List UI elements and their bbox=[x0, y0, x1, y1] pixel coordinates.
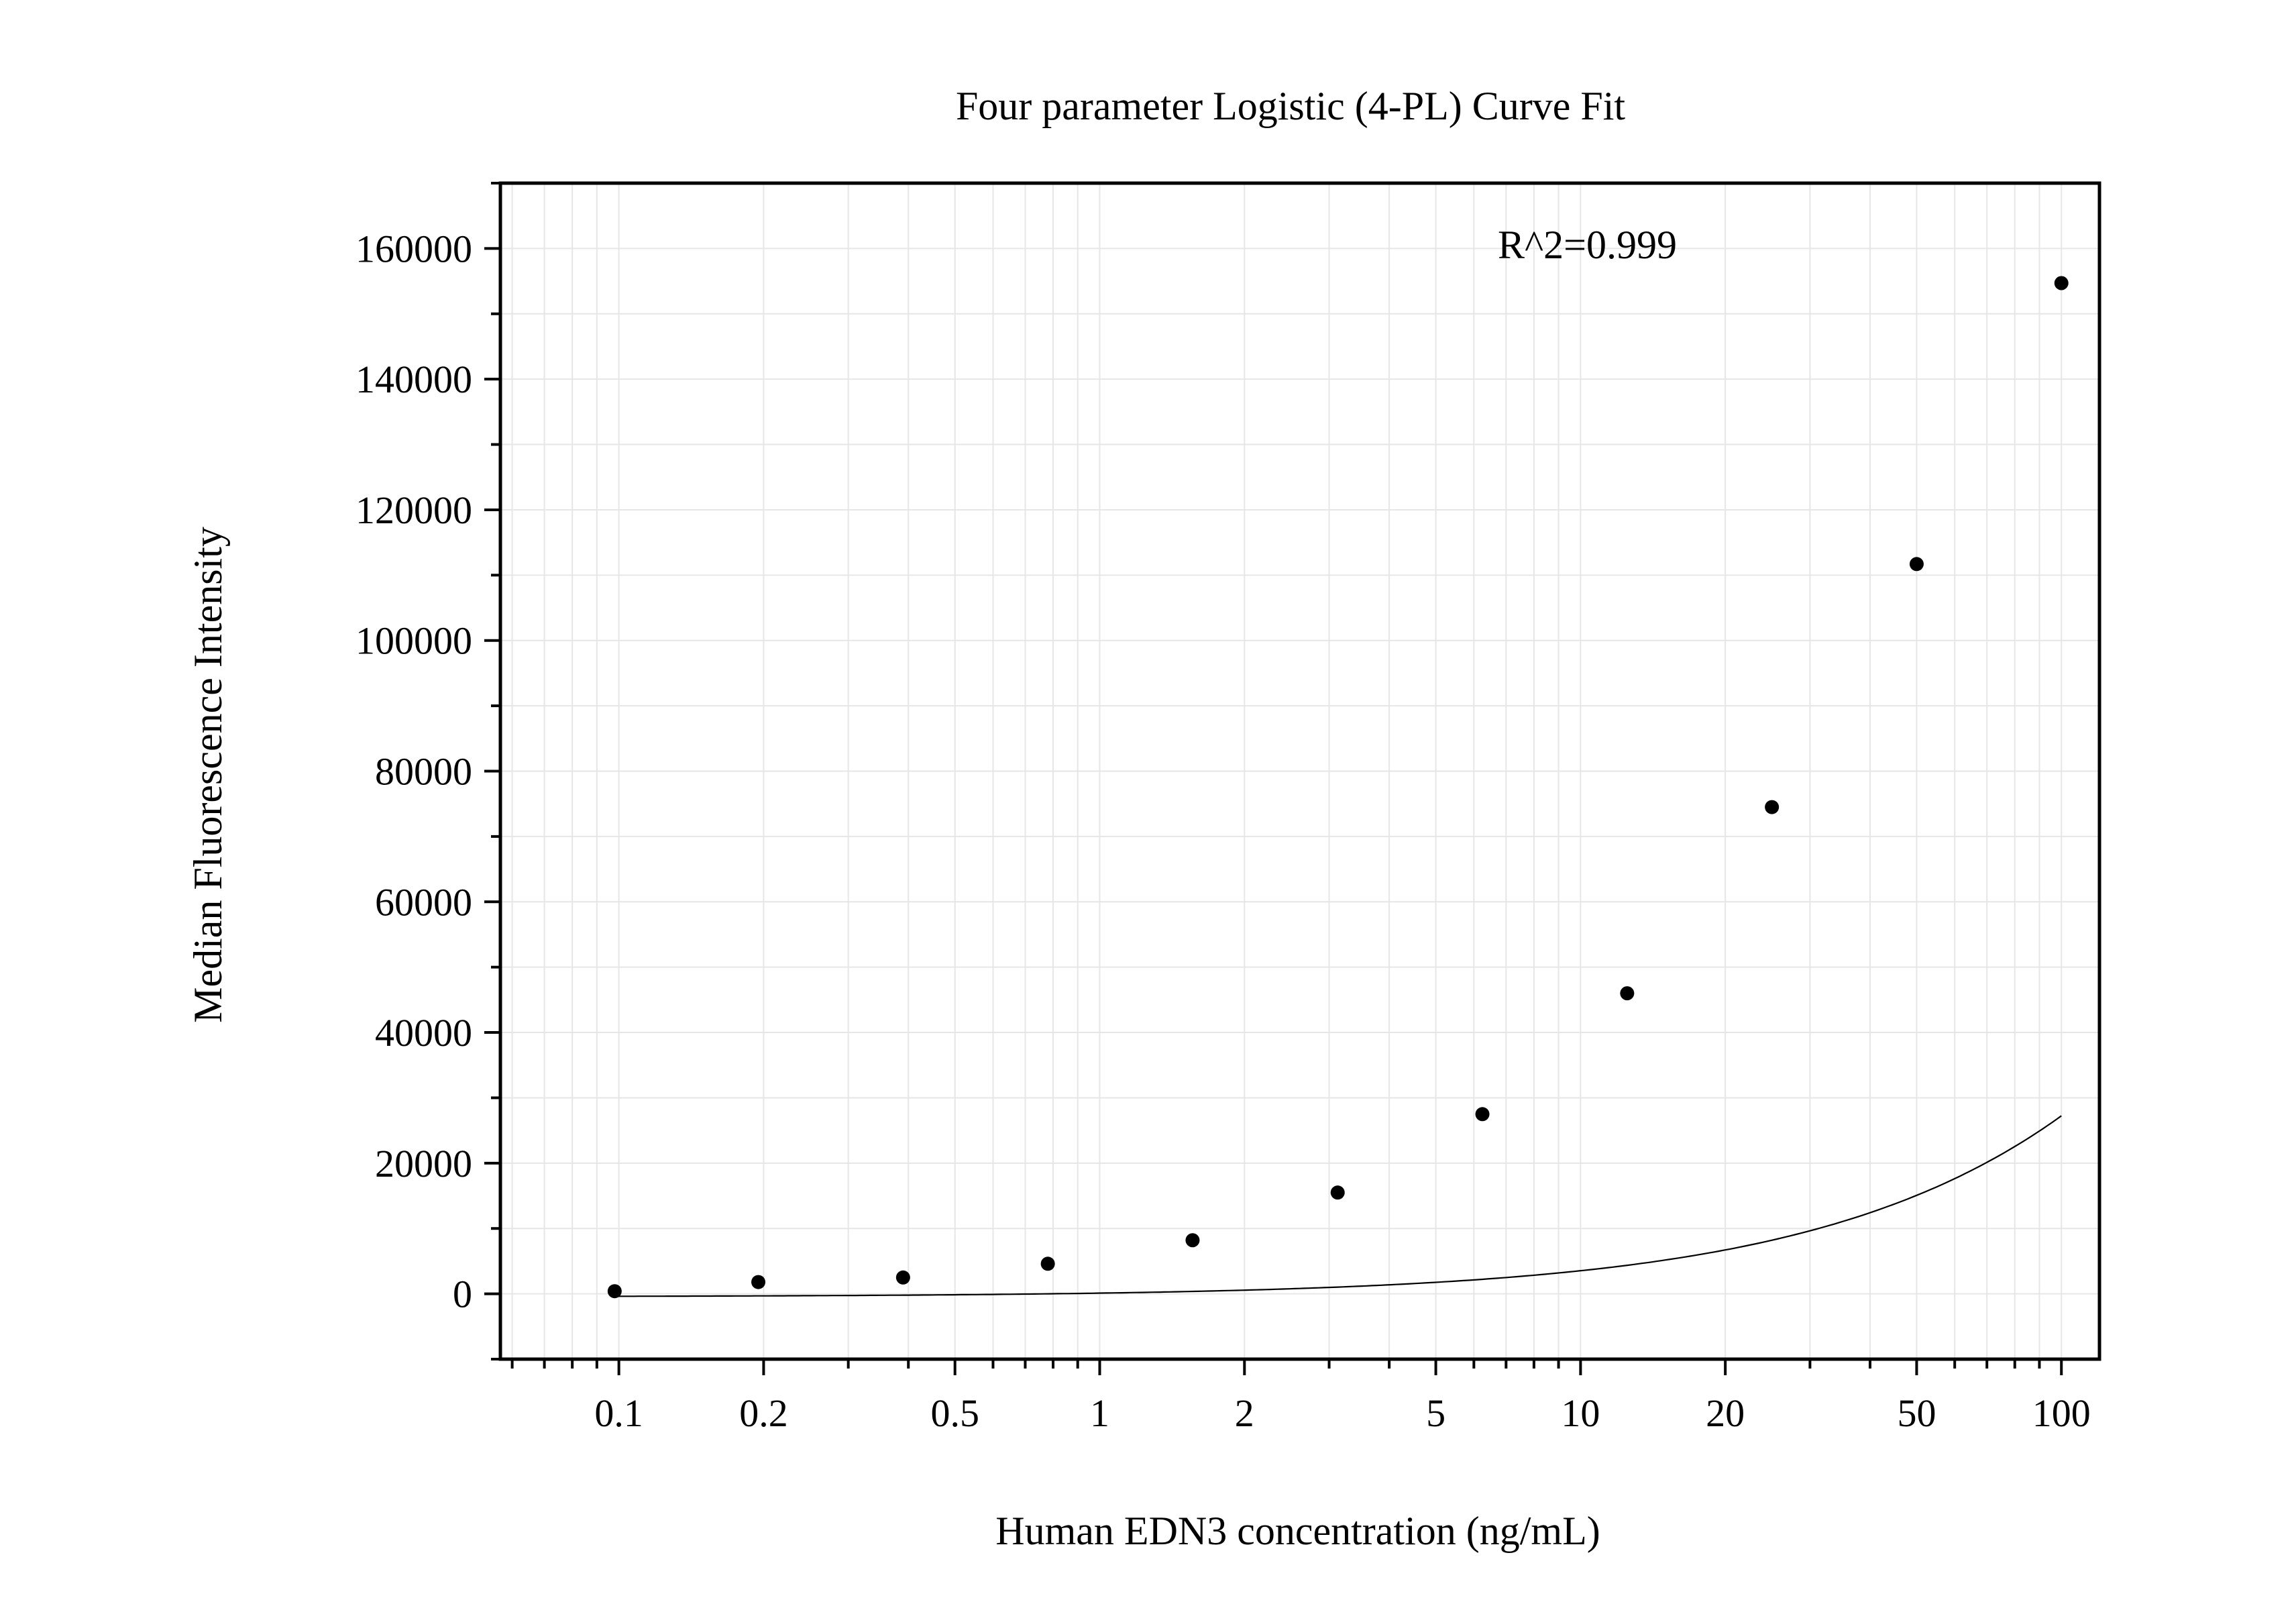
data-point bbox=[607, 1284, 622, 1299]
data-point bbox=[1330, 1185, 1345, 1200]
data-point bbox=[1040, 1257, 1055, 1271]
y-tick-label: 20000 bbox=[375, 1142, 472, 1185]
data-point bbox=[2054, 276, 2069, 290]
data-point bbox=[895, 1270, 910, 1285]
data-point bbox=[1185, 1233, 1200, 1248]
x-tick-label: 20 bbox=[1706, 1391, 1745, 1435]
x-tick-label: 0.5 bbox=[930, 1391, 979, 1435]
y-tick-label: 0 bbox=[453, 1273, 472, 1316]
data-points bbox=[607, 276, 2069, 1299]
axes bbox=[484, 181, 2101, 1375]
r-squared-annotation: R^2=0.999 bbox=[1498, 223, 1677, 267]
x-axis-label: Human EDN3 concentration (ng/mL) bbox=[995, 1509, 1600, 1553]
y-tick-label: 60000 bbox=[375, 880, 472, 924]
x-tick-label: 5 bbox=[1426, 1391, 1445, 1435]
x-tick-label: 1 bbox=[1090, 1391, 1109, 1435]
fit-curve bbox=[614, 1115, 2062, 1297]
grid bbox=[500, 183, 2099, 1359]
data-point bbox=[751, 1275, 766, 1289]
y-tick-label: 40000 bbox=[375, 1011, 472, 1055]
y-axis-label: Median Fluorescence Intensity bbox=[186, 527, 230, 1023]
data-point bbox=[1765, 800, 1780, 814]
fit-curve-layer bbox=[614, 1115, 2062, 1297]
y-tick-label: 140000 bbox=[356, 358, 472, 401]
x-tick-label: 0.1 bbox=[594, 1391, 643, 1435]
x-tick-label: 0.2 bbox=[739, 1391, 788, 1435]
x-tick-label: 50 bbox=[1897, 1391, 1936, 1435]
data-point bbox=[1475, 1107, 1490, 1122]
y-tick-label: 120000 bbox=[356, 488, 472, 532]
y-tick-label: 160000 bbox=[356, 227, 472, 270]
y-tick-label: 100000 bbox=[356, 619, 472, 663]
tick-labels: 0 20000 40000 60000 80000 100000 120000 140000 1… bbox=[356, 227, 2091, 1435]
x-tick-label: 10 bbox=[1561, 1391, 1600, 1435]
chart-title: Four parameter Logistic (4-PL) Curve Fit bbox=[956, 84, 1625, 128]
x-tick-label: 100 bbox=[2032, 1391, 2091, 1435]
data-point bbox=[1909, 557, 1924, 572]
data-point bbox=[1620, 986, 1635, 1001]
x-tick-label: 2 bbox=[1235, 1391, 1254, 1435]
y-tick-label: 80000 bbox=[375, 750, 472, 794]
